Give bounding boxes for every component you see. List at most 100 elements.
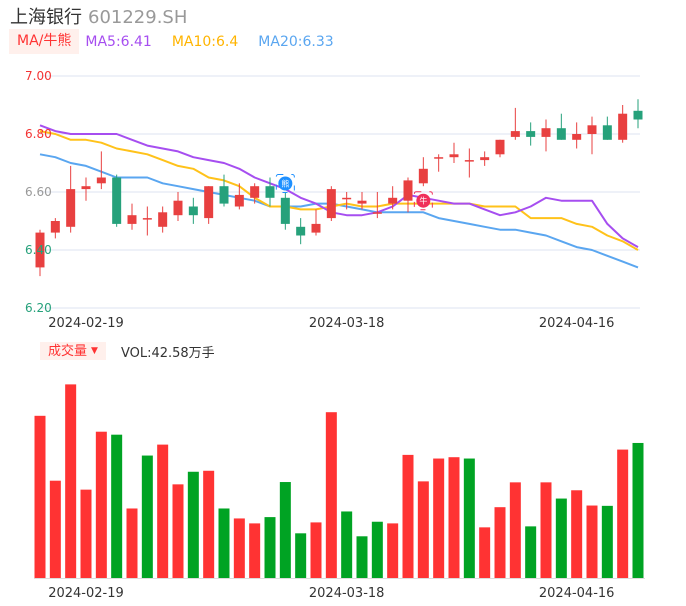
volume-bar — [632, 442, 644, 578]
volume-bar — [203, 470, 215, 578]
volume-bar — [279, 482, 291, 578]
y-tick-label: 6.80 — [25, 127, 52, 141]
stock-title: 上海银行 601229.SH — [10, 3, 187, 29]
candle — [50, 218, 60, 239]
ma-line-ma10 — [39, 130, 639, 251]
candle-body — [219, 186, 229, 204]
volume-x-tick-label: 2024-03-18 — [309, 586, 385, 601]
candle — [388, 186, 398, 210]
volume-bar — [325, 412, 337, 578]
ma-legend: MA/牛熊 MA5:6.41 MA10:6.4 MA20:6.33 — [9, 29, 354, 54]
legend-ma20: MA20:6.33 — [258, 33, 334, 50]
candle — [418, 157, 428, 187]
candle — [219, 174, 229, 207]
candle-body — [572, 134, 582, 140]
candle-body — [296, 226, 306, 236]
volume-bar — [341, 511, 353, 578]
candle — [142, 206, 152, 236]
candle — [357, 192, 367, 210]
volume-bar — [310, 522, 322, 578]
volume-bar — [111, 434, 123, 578]
candle-body — [403, 180, 413, 201]
candle — [296, 218, 306, 245]
candle-body — [96, 177, 106, 184]
signal-badge — [416, 193, 431, 208]
volume-bar — [356, 536, 368, 578]
volume-value: VOL:42.58万手 — [120, 345, 215, 361]
candle — [633, 99, 643, 129]
candle — [541, 119, 551, 152]
volume-bar — [157, 444, 169, 578]
volume-bar — [49, 480, 61, 578]
y-tick-label: 6.20 — [25, 301, 52, 315]
candle — [311, 209, 321, 236]
volume-bar — [479, 527, 491, 578]
candle-body — [480, 157, 490, 161]
candle — [81, 177, 91, 201]
candle-body — [587, 125, 597, 134]
ma-line-ma5 — [39, 124, 639, 248]
candle — [526, 122, 536, 146]
volume-bar — [433, 458, 445, 578]
ma-mode-button[interactable]: MA/牛熊 — [9, 29, 80, 54]
volume-bar — [187, 471, 199, 578]
volume-bar — [141, 455, 153, 578]
candle-body — [418, 168, 428, 184]
signal-frame — [413, 191, 433, 211]
volume-bar — [586, 505, 598, 578]
candle-body — [234, 194, 244, 207]
candle — [510, 107, 520, 140]
candle-body — [204, 186, 214, 219]
candle-body — [618, 113, 628, 140]
candle-body — [280, 197, 290, 224]
candle-body — [357, 200, 367, 204]
volume-bar — [387, 523, 399, 578]
volume-bar — [95, 431, 107, 578]
stock-code: 601229.SH — [88, 7, 188, 28]
x-tick-label: 2024-02-19 — [48, 316, 124, 331]
candle — [204, 186, 214, 224]
candle — [127, 203, 137, 230]
volume-bar — [555, 498, 567, 578]
candle — [250, 183, 260, 204]
candle-body — [449, 154, 459, 158]
volume-bar — [295, 533, 307, 578]
candle — [66, 165, 76, 233]
volume-bar — [509, 482, 521, 578]
volume-bar — [172, 484, 184, 578]
volume-bar — [571, 490, 583, 578]
candle-body — [50, 221, 60, 233]
volume-bar — [233, 518, 245, 578]
volume-indicator-label: 成交量 — [48, 344, 88, 359]
y-tick-label: 7.00 — [25, 69, 52, 83]
signal-frame — [275, 174, 295, 193]
volume-indicator-dropdown[interactable]: 成交量 ▼ — [40, 342, 106, 360]
candle-body — [434, 157, 444, 159]
y-tick-label: 6.60 — [25, 185, 52, 199]
volume-bar — [34, 415, 46, 578]
legend-ma5: MA5:6.41 — [85, 33, 152, 50]
bear-signal-icon: 熊 — [275, 174, 295, 193]
volume-bar — [617, 449, 629, 578]
volume-x-tick-label: 2024-04-16 — [539, 586, 615, 601]
candle-body — [556, 128, 566, 140]
candle-body — [265, 186, 275, 198]
dropdown-arrow-icon: ▼ — [91, 346, 98, 356]
volume-bar — [249, 523, 261, 578]
candle — [464, 148, 474, 178]
candle — [188, 197, 198, 224]
candle — [112, 174, 122, 227]
volume-bar — [417, 481, 429, 578]
signal-label: 牛 — [419, 196, 427, 206]
candle-body — [602, 125, 612, 140]
volume-header: 成交量 ▼ VOL:42.58万手 — [40, 342, 215, 361]
candle — [35, 229, 45, 277]
candle — [342, 192, 352, 210]
candle-body — [35, 232, 45, 268]
candle — [587, 116, 597, 155]
candle-body — [541, 128, 551, 137]
candle — [326, 186, 336, 221]
volume-bar — [65, 384, 77, 578]
candle — [234, 183, 244, 210]
